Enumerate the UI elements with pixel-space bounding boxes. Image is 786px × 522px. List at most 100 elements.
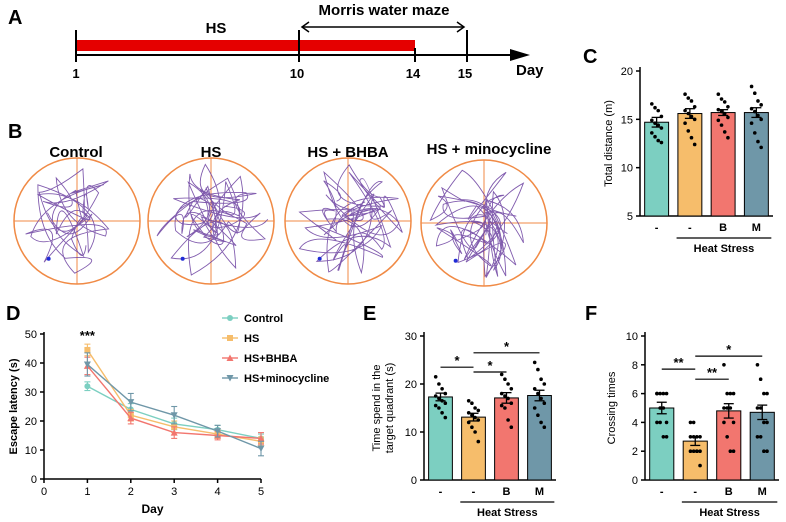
mwm-arrow-left [300,21,310,33]
y-axis-label: Time spend in thetarget quadrant (s) [371,363,396,454]
timeline-label-15: 15 [458,66,472,81]
x-tick-label: 4 [215,486,221,498]
data-point [539,396,543,401]
y-tick-label: 5 [627,211,633,223]
data-point [688,420,693,425]
bar [710,112,736,217]
panel-letter-b: B [8,121,22,143]
data-point [683,108,687,113]
data-point [752,91,757,96]
bar [743,112,769,217]
data-point [658,391,662,396]
x-tick-label: M [758,486,767,498]
data-point [758,377,763,382]
data-point [542,401,547,406]
data-point [755,435,760,439]
x-tick-label: - [439,486,443,498]
y-axis-label-line: target quadrant (s) [384,363,396,454]
data-point [509,387,514,391]
significance-mark: * [726,342,732,357]
data-point [536,413,540,418]
x-tick-label: 2 [128,486,134,498]
data-point [506,396,510,401]
y-tick-label: 2 [632,446,638,458]
data-point [473,430,477,434]
x-tick-label: - [472,486,476,498]
chart-target-quadrant-time: 0 10 20 30 Time spend in thetarget quadrant … [371,331,556,519]
data-point [443,401,448,406]
y-tick-label: 8 [632,360,638,372]
swim-path [156,163,269,276]
panel-letter-a: A [8,7,22,29]
data-point [762,391,766,396]
data-point [692,104,697,109]
data-point [661,406,666,410]
data-point [656,138,661,143]
data-point [653,121,657,125]
data-point [664,435,669,439]
data-point [688,449,693,454]
data-point [656,108,661,113]
swim-track-3 [284,157,412,285]
swim-path [429,169,525,278]
data-point [542,425,547,430]
x-tick-label: M [752,222,761,234]
x-tick-label: 0 [41,486,47,498]
panel-letter-d: D [6,303,20,325]
x-tick-label: B [719,222,727,234]
y-tick-label: 10 [626,331,638,343]
data-point [437,382,441,386]
y-tick-label: 20 [405,379,417,391]
data-point [686,111,691,116]
y-tick-label: 30 [25,387,37,399]
data-point [719,109,724,114]
start-dot [46,256,51,261]
y-tick-label: 10 [405,427,417,439]
legend-label: HS+minocycline [244,373,329,385]
data-point [719,123,724,127]
y-tick-label: 50 [25,329,37,341]
data-point [664,391,669,396]
data-point [466,399,471,403]
data-point [661,435,666,439]
bar [749,411,775,481]
data-point [726,104,730,109]
start-dot [317,256,322,261]
track-title-hs: HS [201,144,222,161]
x-tick-label: M [535,486,544,498]
y-tick-label: 10 [25,445,37,457]
data-point [759,145,763,150]
data-point [758,435,763,439]
timeline-label-10: 10 [290,66,304,81]
y-tick-label: 20 [621,66,633,78]
mwm-arrow-right [456,21,466,33]
data-point [655,420,659,425]
data-point [759,103,763,107]
data-point [664,420,669,425]
y-tick-label: 6 [632,389,638,401]
data-point [731,420,736,425]
data-point [716,118,721,123]
y-tick-label: 0 [411,475,417,487]
data-point [433,394,438,398]
marker [214,428,222,435]
data-point [433,375,438,379]
data-point [691,420,696,425]
data-point [655,391,659,396]
marker [226,375,234,382]
timeline-label-1: 1 [72,66,79,81]
data-point [473,406,477,410]
data-point [539,420,543,425]
swim-track-2 [147,157,275,285]
significance-mark: ** [673,355,684,370]
data-point [683,121,687,125]
y-axis-label-line: Time spend in the [371,364,383,451]
track-title-hs-minocycline: HS + minocycline [427,141,552,158]
marker [83,361,91,368]
heat-stress-label: Heat Stress [477,507,538,519]
data-point [506,418,510,422]
data-point [476,439,481,444]
data-point [762,420,766,425]
bar [494,397,519,481]
